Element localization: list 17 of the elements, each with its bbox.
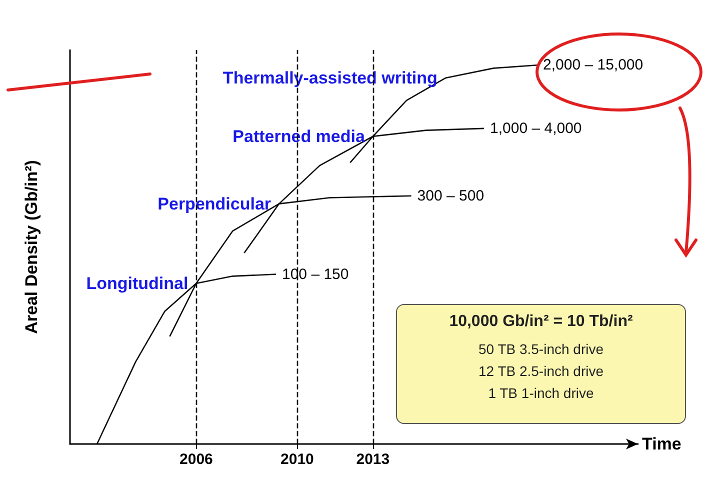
annotation: 10,000 Gb/in² = 10 Tb/in² [448, 313, 634, 331]
x-tick-label: 2010 [280, 451, 314, 468]
annotation: 50 TB 3.5-inch drive [477, 341, 605, 357]
annotation: 1,000 – 4,000 [490, 120, 582, 137]
x-tick-label: 2013 [356, 451, 390, 468]
series-label: Thermally-assisted writing [222, 68, 438, 88]
y-axis-title: Areal Density (Gb/in²) [22, 160, 41, 334]
annotation: 100 – 150 [282, 266, 349, 283]
annotation: 300 – 500 [417, 187, 484, 204]
annotation: 1 TB 1-inch drive [487, 385, 595, 401]
annotation: 2,000 – 15,000 [543, 56, 644, 74]
series-label: Perpendicular [158, 194, 272, 214]
x-tick-label: 2006 [180, 451, 213, 468]
series-label: Longitudinal [86, 274, 188, 293]
series-label: Patterned media [232, 126, 366, 146]
x-axis-title: Time [642, 434, 682, 454]
annotation: 12 TB 2.5-inch drive [477, 363, 605, 379]
